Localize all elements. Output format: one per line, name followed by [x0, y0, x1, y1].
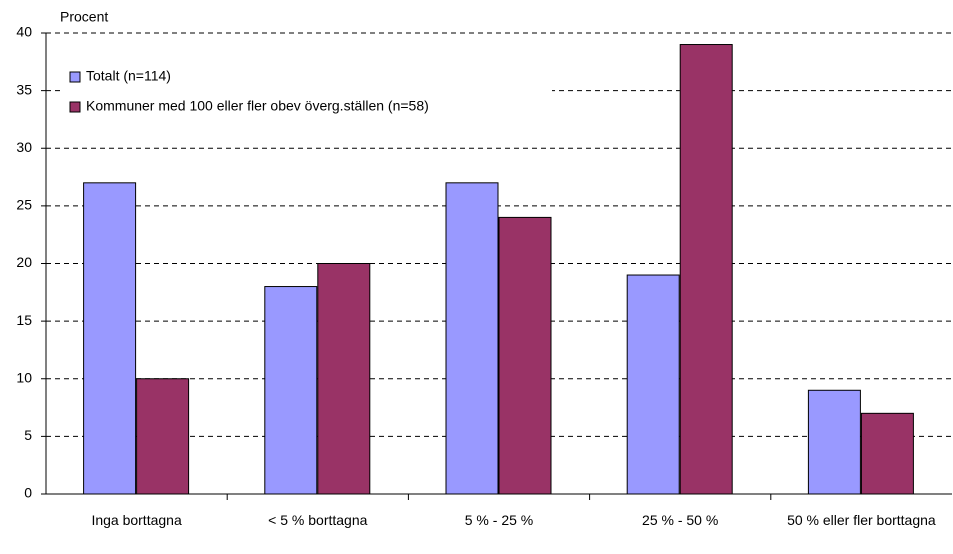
- x-tick-label: 25 % - 50 %: [642, 512, 719, 528]
- legend-label: Totalt (n=114): [86, 68, 171, 84]
- x-tick-label: Inga borttagna: [91, 512, 182, 528]
- bar: [83, 182, 137, 495]
- bar: [860, 412, 914, 495]
- y-tick-label: 20: [16, 254, 32, 270]
- legend-background: [62, 60, 552, 120]
- legend-label: Kommuner med 100 eller fler obev överg.s…: [86, 98, 429, 114]
- bar: [445, 182, 499, 495]
- y-tick-label: 25: [16, 197, 32, 213]
- y-tick-label: 30: [16, 139, 32, 155]
- bar: [136, 378, 190, 495]
- y-tick-label: 5: [24, 427, 32, 443]
- x-tick-label: 50 % eller fler borttagna: [787, 512, 936, 528]
- bar: [626, 274, 680, 495]
- y-tick-label: 40: [16, 24, 32, 40]
- x-tick-label: < 5 % borttagna: [268, 512, 368, 528]
- legend: Totalt (n=114) Kommuner med 100 eller fle…: [62, 60, 552, 120]
- legend-swatch: [69, 101, 81, 113]
- bar: [679, 44, 733, 495]
- legend-swatch: [69, 71, 81, 83]
- y-axis-label: Procent: [60, 9, 108, 25]
- bar: [264, 286, 318, 495]
- bar: [807, 389, 861, 495]
- y-tick-label: 35: [16, 81, 32, 97]
- bar: [317, 263, 371, 495]
- y-tick-label: 10: [16, 369, 32, 385]
- bar: [498, 216, 552, 495]
- y-tick-label: 15: [16, 312, 32, 328]
- y-tick-label: 0: [24, 485, 32, 501]
- x-tick-label: 5 % - 25 %: [464, 512, 534, 528]
